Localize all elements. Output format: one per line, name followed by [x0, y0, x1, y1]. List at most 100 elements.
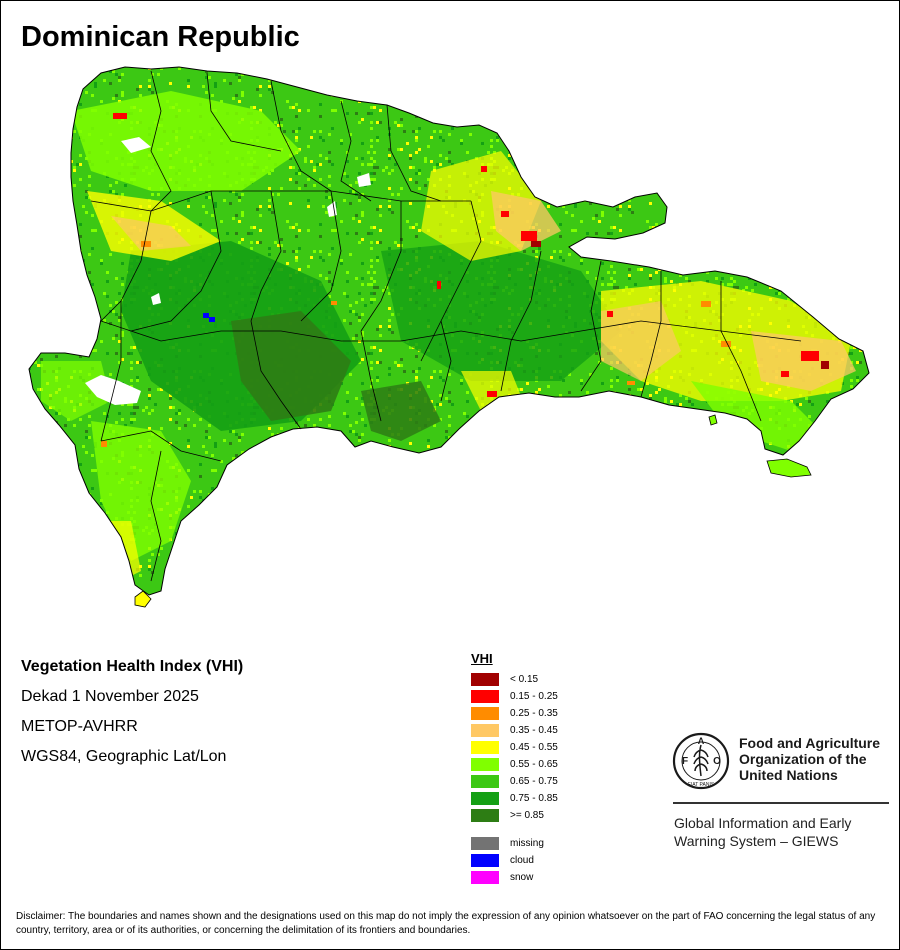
legend-item: snow [471, 870, 533, 884]
svg-text:O: O [713, 756, 721, 767]
legend-label: 0.35 - 0.45 [510, 724, 558, 736]
vhi-zone [111, 216, 191, 251]
lake [85, 375, 141, 405]
province-boundary [150, 70, 172, 212]
legend-item: 0.65 - 0.75 [471, 774, 558, 788]
vhi-zone [41, 361, 111, 421]
legend-label: 0.45 - 0.55 [510, 741, 558, 753]
legend-title: VHI [471, 651, 493, 666]
legend-label: >= 0.85 [510, 809, 544, 821]
low-vhi-pixels [487, 391, 497, 397]
cloud-pixel [209, 317, 215, 322]
catalina-island [708, 414, 718, 426]
legend-swatch [471, 836, 499, 850]
index-title: Vegetation Health Index (VHI) [21, 658, 244, 675]
province-boundary [100, 301, 122, 442]
low-vhi-pixels [171, 561, 177, 567]
vhi-zone [691, 381, 821, 451]
legend-label: missing [510, 837, 544, 849]
low-vhi-pixels [627, 381, 635, 385]
province-boundary [360, 201, 402, 332]
province-boundary [100, 210, 152, 322]
lake [151, 293, 161, 305]
province-boundary [400, 320, 802, 342]
low-vhi-pixels [113, 113, 127, 119]
disclaimer: Disclaimer: The boundaries and names sho… [16, 911, 876, 936]
fao-name-line: United Nations [739, 767, 838, 783]
legend-label: 0.25 - 0.35 [510, 707, 558, 719]
legend-swatch [471, 672, 499, 686]
province-boundary [440, 320, 452, 402]
vhi-zone [231, 311, 351, 421]
low-vhi-pixels [821, 361, 829, 369]
legend-label: < 0.15 [510, 673, 539, 685]
lake [357, 173, 371, 187]
legend-swatch [471, 853, 499, 867]
legend-label: cloud [510, 854, 534, 866]
legend-item: 0.15 - 0.25 [471, 689, 558, 703]
low-vhi-pixels [531, 241, 541, 247]
legend-item: 0.35 - 0.45 [471, 723, 558, 737]
dekad-label: Dekad 1 November 2025 [21, 688, 199, 705]
beata-island [134, 590, 152, 608]
province-boundary [300, 190, 342, 322]
fao-name-line: Food and Agriculture [739, 735, 881, 751]
cloud-pixels [203, 313, 215, 322]
giews-name-line: Warning System – GIEWS [674, 833, 839, 849]
fao-name-line: Organization of the [739, 751, 867, 767]
low-vhi-pixels [701, 301, 711, 307]
legend-item: 0.45 - 0.55 [471, 740, 558, 754]
cloud-pixel [203, 313, 209, 318]
low-vhi-pixels [481, 166, 487, 172]
legend-item: 0.55 - 0.65 [471, 757, 558, 771]
province-boundary [386, 104, 442, 202]
map-title: Dominican Republic [21, 21, 300, 53]
province-boundary [580, 260, 602, 392]
legend-label: 0.75 - 0.85 [510, 792, 558, 804]
fao-name: Food and Agriculture Organization of the… [739, 735, 899, 783]
legend-swatch [471, 757, 499, 771]
legend-swatch [471, 791, 499, 805]
province-boundary [250, 320, 302, 430]
low-vhi-pixels [801, 351, 819, 361]
low-vhi-pixels [721, 341, 731, 347]
legend-swatch [471, 723, 499, 737]
low-vhi-pixels [607, 311, 613, 317]
lake [121, 137, 151, 153]
province-boundary [270, 80, 332, 192]
legend-swatch [471, 706, 499, 720]
legend-swatch [471, 774, 499, 788]
logo-divider [673, 802, 889, 804]
giews-name: Global Information and Early Warning Sys… [674, 814, 884, 850]
province-boundary [150, 450, 162, 582]
low-vhi-pixels [501, 211, 509, 217]
sensor-label: METOP-AVHRR [21, 718, 138, 735]
legend-label: 0.15 - 0.25 [510, 690, 558, 702]
vhi-zone [361, 381, 441, 441]
vhi-zone [381, 241, 621, 381]
province-boundary [420, 200, 482, 362]
legend-item: 0.25 - 0.35 [471, 706, 558, 720]
legend-swatch [471, 689, 499, 703]
province-boundary [250, 190, 282, 322]
low-vhi-pixels [331, 301, 337, 305]
svg-text:FIAT PANIS: FIAT PANIS [688, 782, 715, 788]
vhi-zone [491, 191, 561, 251]
province-boundary [100, 320, 401, 342]
legend-label: 0.65 - 0.75 [510, 775, 558, 787]
legend-item: 0.75 - 0.85 [471, 791, 558, 805]
low-vhi-pixels [437, 281, 441, 289]
province-boundary [500, 250, 542, 392]
legend-item: >= 0.85 [471, 808, 544, 822]
legend-label: 0.55 - 0.65 [510, 758, 558, 770]
province-boundary [640, 271, 662, 398]
province-boundaries [90, 70, 802, 582]
vhi-zones [29, 67, 869, 595]
low-vhi-pixels [141, 241, 151, 247]
province-boundary [340, 100, 372, 202]
projection-label: WGS84, Geographic Lat/Lon [21, 748, 227, 765]
legend-swatch [471, 808, 499, 822]
low-vhi-pixels [101, 441, 107, 447]
province-boundary [720, 281, 762, 422]
